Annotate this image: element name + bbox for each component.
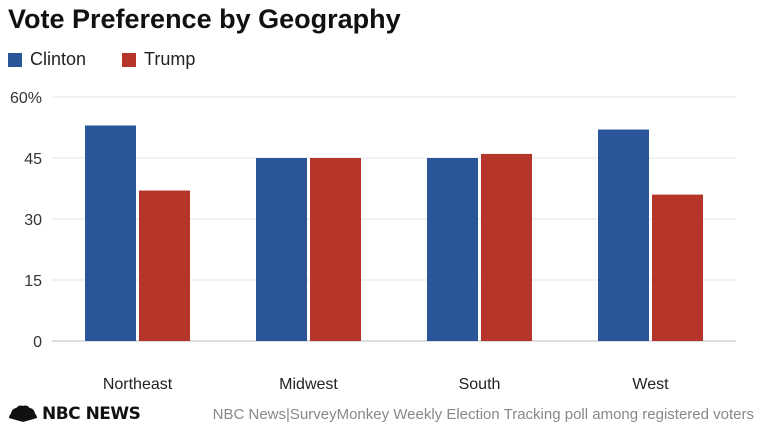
- bar-clinton-south: [427, 158, 478, 341]
- legend-swatch-trump: [122, 52, 137, 67]
- chart-title: Vote Preference by Geography: [8, 4, 401, 34]
- x-tick-label: West: [632, 376, 669, 393]
- bar-trump-south: [481, 153, 532, 341]
- legend-item-clinton: Clinton: [8, 49, 86, 70]
- nbc-news-logo: NBC NEWS: [8, 404, 141, 424]
- footer: NBC NEWS NBC News|SurveyMonkey Weekly El…: [0, 398, 760, 428]
- bar-clinton-midwest: [256, 158, 307, 341]
- y-tick-label: 0: [33, 334, 42, 351]
- bar-clinton-northeast: [85, 125, 136, 341]
- y-tick-label: 45: [24, 151, 42, 168]
- bar-trump-northeast: [139, 190, 190, 341]
- y-tick-label: 30: [24, 212, 42, 229]
- x-tick-label: South: [459, 376, 501, 393]
- legend-label-trump: Trump: [144, 49, 196, 69]
- peacock-icon: [9, 405, 37, 422]
- x-tick-label: Northeast: [103, 376, 173, 393]
- y-tick-label: 60%: [10, 90, 42, 107]
- legend: Clinton Trump: [8, 49, 231, 70]
- y-tick-label: 15: [24, 273, 42, 290]
- legend-item-trump: Trump: [122, 49, 195, 70]
- x-tick-label: Midwest: [279, 376, 338, 393]
- bar-trump-midwest: [310, 158, 361, 341]
- bar-trump-west: [652, 194, 703, 341]
- logo-text: NBC NEWS: [42, 404, 141, 424]
- bar-clinton-west: [598, 129, 649, 341]
- source-note: NBC News|SurveyMonkey Weekly Election Tr…: [212, 406, 754, 423]
- bar-chart: 0 15 30 45 60% Northeast Midwest South West: [10, 90, 736, 393]
- legend-label-clinton: Clinton: [30, 49, 87, 69]
- legend-swatch-clinton: [8, 52, 22, 67]
